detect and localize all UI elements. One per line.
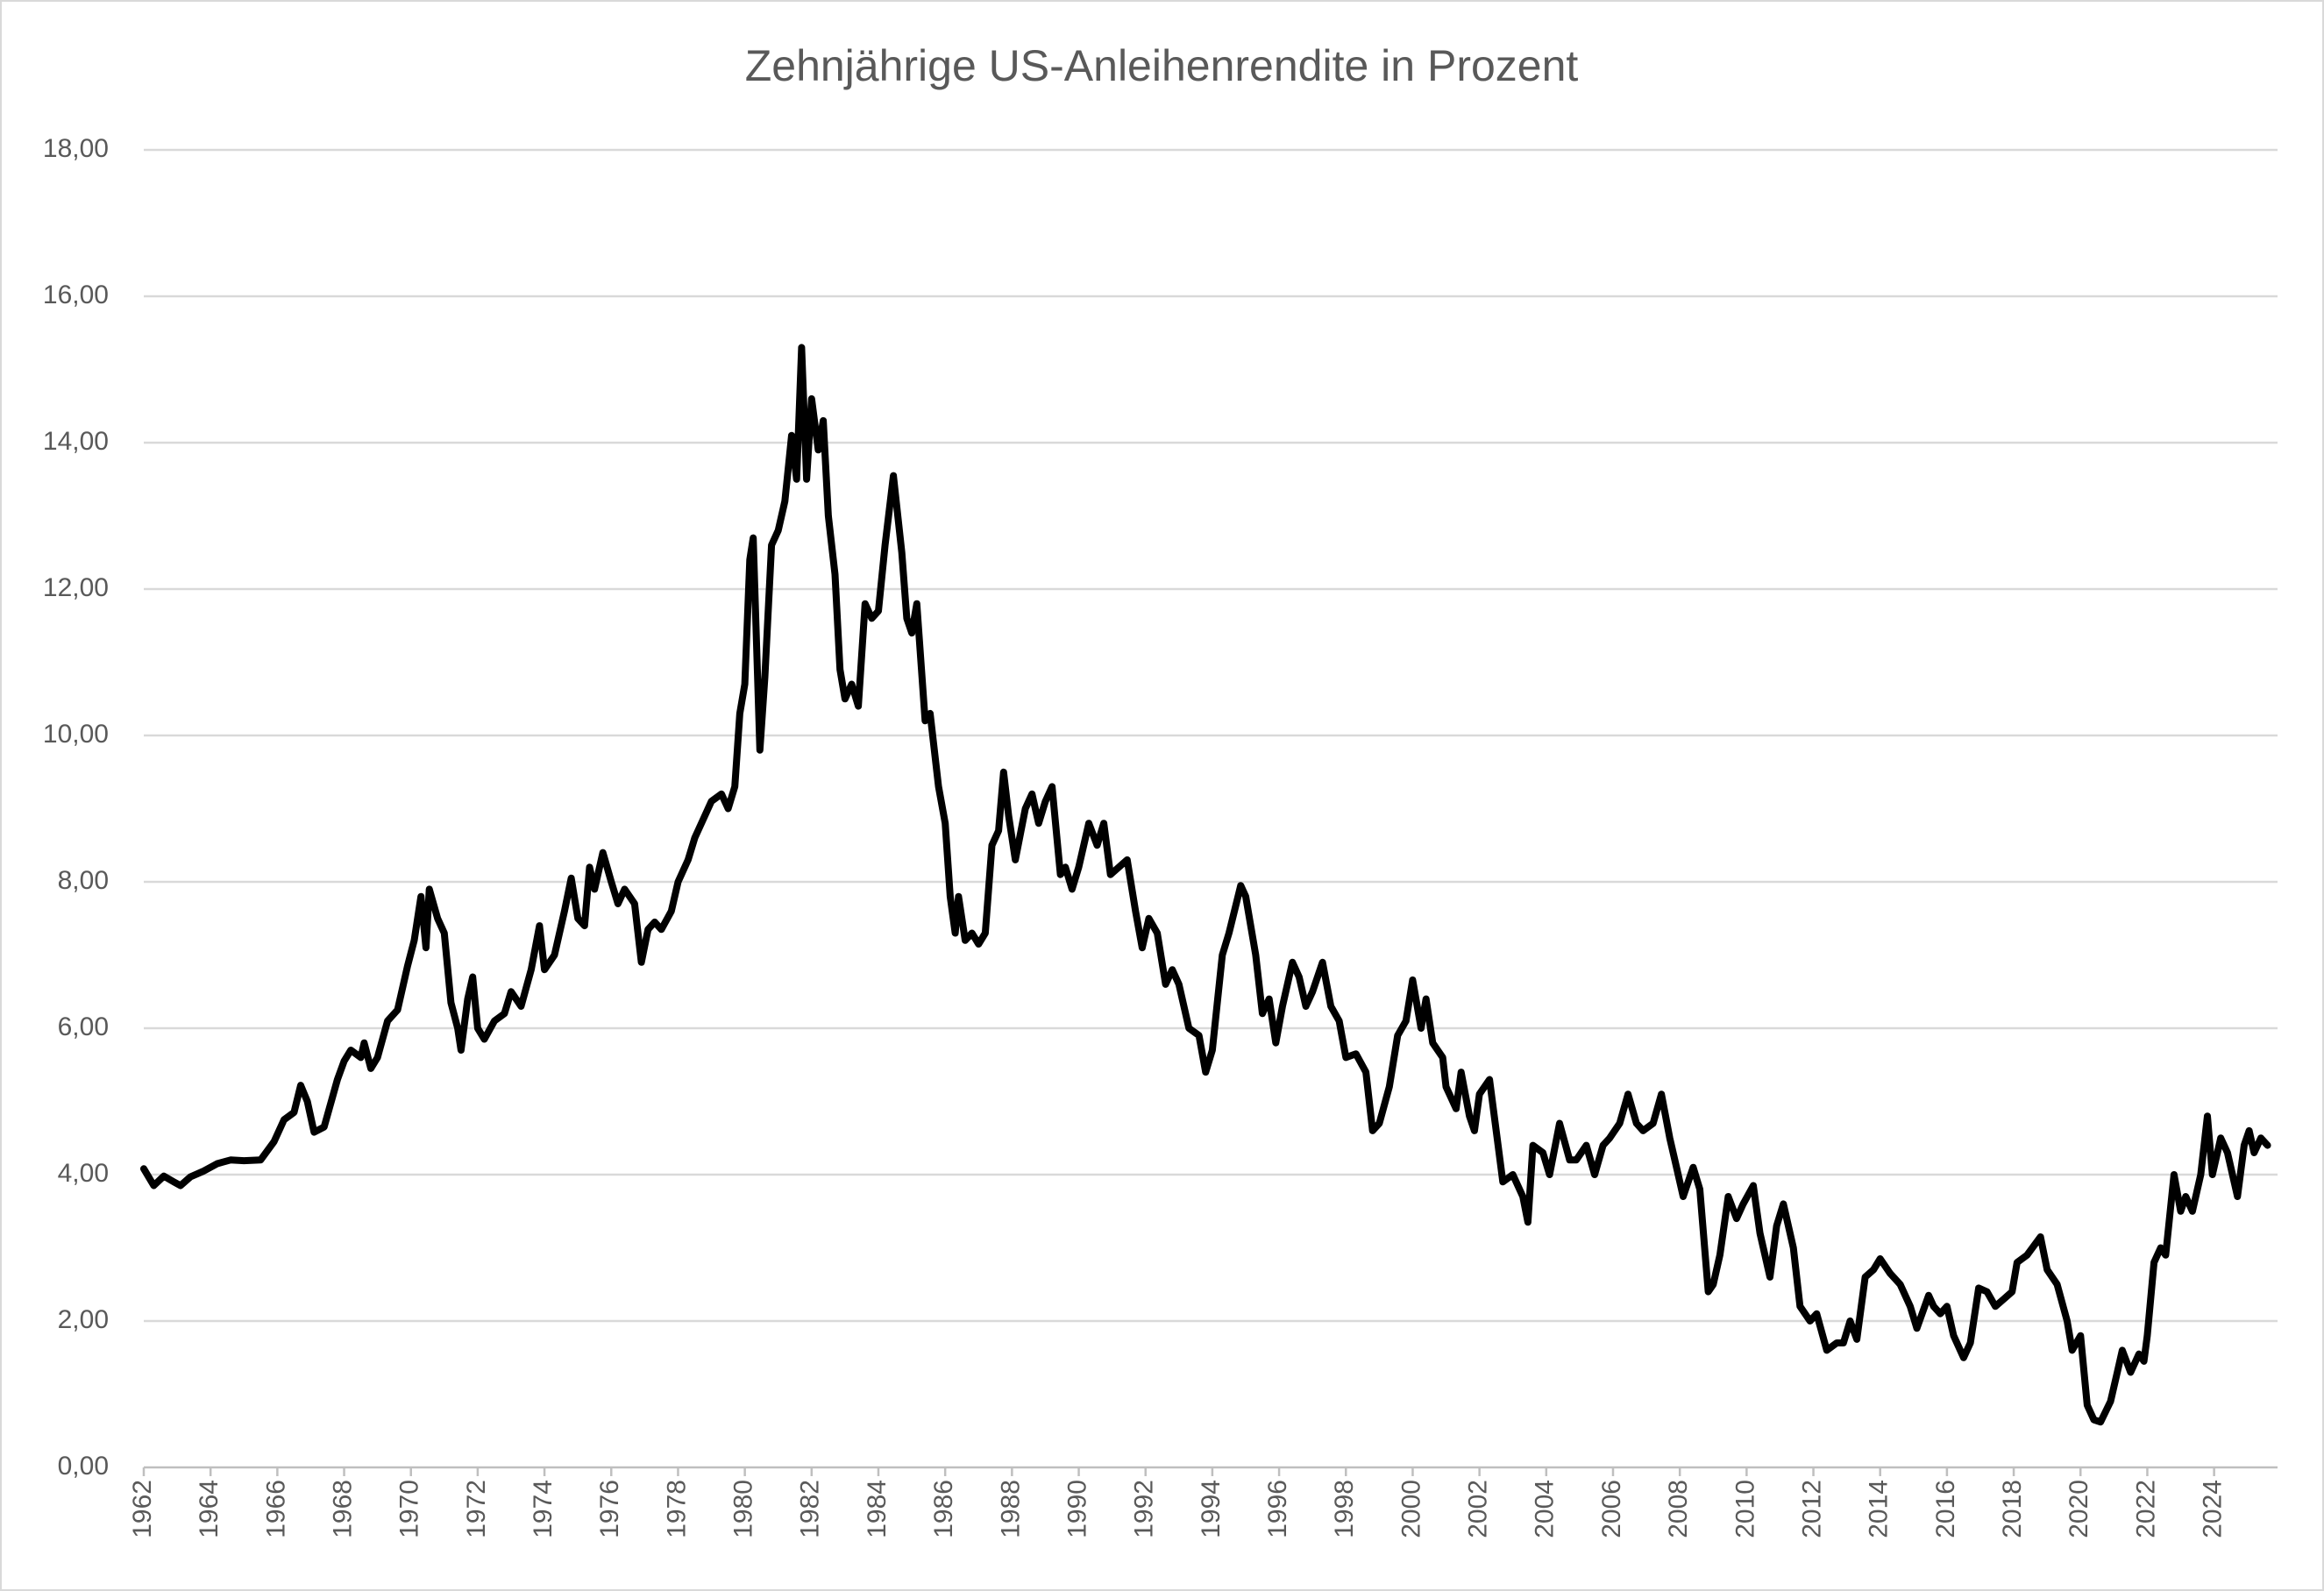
x-tick-label: 1970 <box>395 1480 424 1538</box>
x-tick-label: 2008 <box>1664 1480 1693 1538</box>
x-tick-label: 1976 <box>595 1480 624 1538</box>
x-tick-label: 2018 <box>1998 1480 2027 1538</box>
x-tick-label: 1988 <box>996 1480 1025 1538</box>
x-tick-label: 2000 <box>1397 1480 1425 1538</box>
y-tick-label: 14,00 <box>43 427 109 456</box>
y-tick-label: 18,00 <box>43 134 109 163</box>
x-tick-label: 1996 <box>1263 1480 1292 1538</box>
x-tick-label: 2006 <box>1597 1480 1626 1538</box>
y-tick-label: 0,00 <box>58 1452 109 1481</box>
y-tick-label: 2,00 <box>58 1305 109 1334</box>
x-tick-label: 1980 <box>729 1480 758 1538</box>
x-tick-label: 1972 <box>462 1480 491 1538</box>
x-tick-label: 1992 <box>1130 1480 1159 1538</box>
x-tick-label: 2022 <box>2131 1480 2160 1538</box>
x-tick-label: 1964 <box>195 1480 224 1538</box>
x-tick-label: 2002 <box>1464 1480 1493 1538</box>
y-tick-label: 16,00 <box>43 281 109 309</box>
chart-title: Zehnjährige US-Anleihenrendite in Prozen… <box>745 41 1579 90</box>
y-tick-label: 8,00 <box>58 866 109 895</box>
y-tick-label: 4,00 <box>58 1159 109 1188</box>
x-tick-label: 2014 <box>1865 1480 1894 1538</box>
x-tick-label: 1974 <box>529 1480 558 1538</box>
x-tick-label: 2004 <box>1531 1480 1560 1538</box>
x-tick-label: 1978 <box>662 1480 691 1538</box>
y-tick-label: 6,00 <box>58 1012 109 1041</box>
x-tick-label: 2010 <box>1731 1480 1759 1538</box>
x-tick-label: 1994 <box>1197 1480 1226 1538</box>
x-tick-label: 2012 <box>1797 1480 1826 1538</box>
x-tick-label: 1990 <box>1063 1480 1091 1538</box>
x-tick-label: 1962 <box>128 1480 157 1538</box>
x-tick-label: 2020 <box>2065 1480 2093 1538</box>
x-tick-label: 1984 <box>863 1480 892 1538</box>
x-tick-label: 1982 <box>796 1480 825 1538</box>
x-tick-label: 1998 <box>1330 1480 1359 1538</box>
x-tick-label: 1968 <box>328 1480 357 1538</box>
y-tick-label: 10,00 <box>43 720 109 749</box>
data-line <box>140 344 2271 1426</box>
y-tick-label: 12,00 <box>43 573 109 602</box>
x-tick-label: 1986 <box>929 1480 958 1538</box>
x-tick-label: 2016 <box>1931 1480 1960 1538</box>
x-tick-label: 1966 <box>261 1480 290 1538</box>
x-tick-label: 2024 <box>2199 1480 2228 1538</box>
